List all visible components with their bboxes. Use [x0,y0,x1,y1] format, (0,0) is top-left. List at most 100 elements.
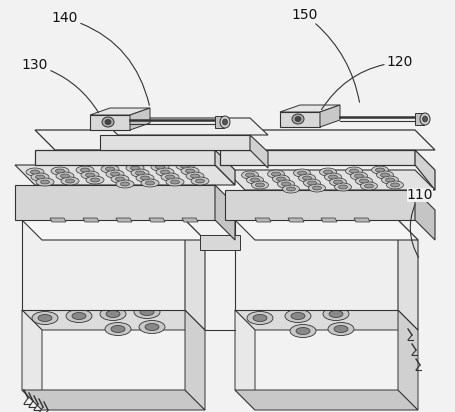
Ellipse shape [323,307,349,321]
Text: 110: 110 [407,188,433,258]
Ellipse shape [66,309,92,323]
Ellipse shape [285,309,311,323]
Ellipse shape [111,175,129,183]
Ellipse shape [220,116,230,128]
Ellipse shape [252,181,268,189]
Polygon shape [215,185,235,240]
Ellipse shape [121,182,130,186]
Polygon shape [215,116,224,128]
Ellipse shape [390,183,399,187]
Ellipse shape [156,168,174,176]
Ellipse shape [273,175,289,183]
Polygon shape [280,105,340,112]
Ellipse shape [141,179,159,187]
Ellipse shape [61,177,79,185]
Polygon shape [185,310,205,410]
Ellipse shape [181,164,189,168]
Polygon shape [15,165,235,185]
Ellipse shape [222,119,228,125]
Ellipse shape [36,178,54,186]
Ellipse shape [298,171,307,175]
Polygon shape [215,150,235,185]
Ellipse shape [246,173,254,177]
Ellipse shape [298,174,315,182]
Polygon shape [255,218,271,222]
Ellipse shape [371,166,389,174]
Ellipse shape [334,183,352,191]
Polygon shape [100,118,268,135]
Ellipse shape [360,182,378,190]
Ellipse shape [247,311,273,325]
Ellipse shape [386,181,404,189]
Ellipse shape [100,307,126,321]
Ellipse shape [140,309,154,316]
Ellipse shape [268,170,284,178]
Ellipse shape [313,186,322,190]
Ellipse shape [30,170,40,174]
Polygon shape [200,235,240,250]
Ellipse shape [86,173,95,177]
Ellipse shape [308,184,325,192]
Ellipse shape [40,180,50,184]
Polygon shape [235,220,418,240]
Ellipse shape [116,180,134,188]
Ellipse shape [141,176,150,180]
Ellipse shape [111,325,125,332]
Ellipse shape [105,119,111,124]
Polygon shape [185,220,205,330]
Ellipse shape [139,321,165,333]
Ellipse shape [339,185,348,189]
Ellipse shape [303,176,312,180]
Polygon shape [225,170,435,190]
Ellipse shape [81,168,90,172]
Polygon shape [320,105,340,127]
Polygon shape [250,135,268,168]
Polygon shape [15,185,215,220]
Ellipse shape [66,179,75,183]
Polygon shape [398,220,418,330]
Ellipse shape [102,117,114,127]
Ellipse shape [251,178,259,182]
Polygon shape [415,190,435,240]
Polygon shape [90,115,130,130]
Ellipse shape [296,328,310,335]
Polygon shape [280,112,320,127]
Ellipse shape [76,166,94,174]
Ellipse shape [151,163,169,171]
Ellipse shape [86,176,104,184]
Ellipse shape [256,183,264,187]
Ellipse shape [91,178,100,182]
Ellipse shape [101,165,119,173]
Ellipse shape [324,173,342,181]
Polygon shape [288,218,304,222]
Ellipse shape [32,311,58,325]
Polygon shape [235,310,418,330]
Ellipse shape [376,171,394,179]
Ellipse shape [308,181,317,185]
Polygon shape [321,218,337,222]
Polygon shape [50,218,66,222]
Ellipse shape [420,113,430,125]
Ellipse shape [166,178,184,186]
Ellipse shape [334,325,348,332]
Ellipse shape [131,166,140,170]
Ellipse shape [186,169,194,173]
Ellipse shape [328,323,354,335]
Polygon shape [130,108,150,130]
Polygon shape [90,108,150,115]
Ellipse shape [35,175,45,179]
Ellipse shape [359,179,369,183]
Ellipse shape [277,177,285,181]
Ellipse shape [106,170,124,178]
Ellipse shape [324,170,333,174]
Polygon shape [22,310,205,330]
Polygon shape [35,150,215,165]
Polygon shape [100,135,250,150]
Polygon shape [22,220,185,310]
Ellipse shape [181,167,199,175]
Ellipse shape [278,180,294,188]
Text: 150: 150 [292,8,359,102]
Ellipse shape [375,168,384,172]
Polygon shape [220,130,435,150]
Ellipse shape [364,184,374,188]
